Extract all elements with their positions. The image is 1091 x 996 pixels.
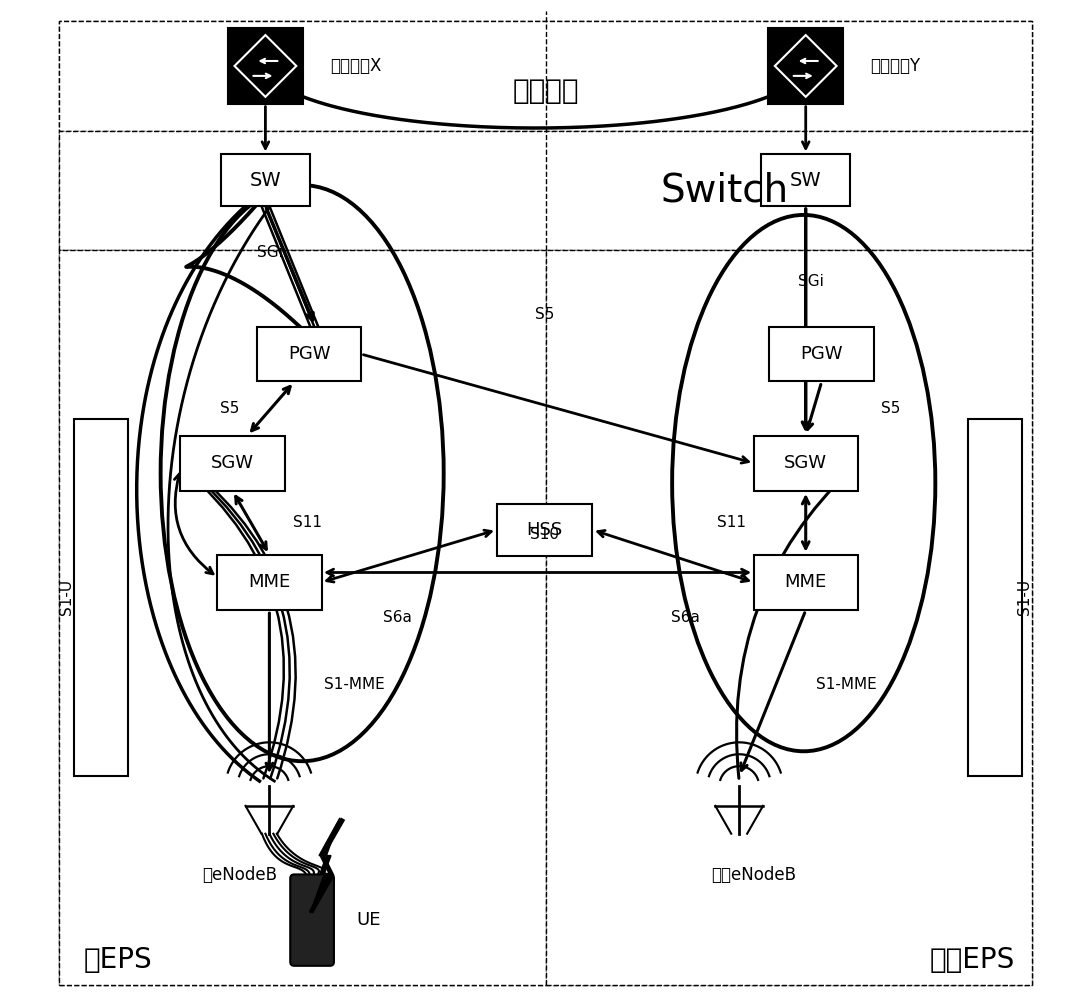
Text: UE: UE <box>357 911 381 929</box>
Bar <box>217 555 322 610</box>
Text: 源eNodeB: 源eNodeB <box>202 867 277 884</box>
Text: SGi: SGi <box>257 245 284 260</box>
Text: SGi: SGi <box>798 275 824 290</box>
Bar <box>775 35 837 97</box>
Text: S11: S11 <box>717 515 746 530</box>
Text: S6a: S6a <box>383 610 411 624</box>
Bar <box>754 436 858 491</box>
Text: 业务系统X: 业务系统X <box>329 57 382 75</box>
Text: S1-MME: S1-MME <box>324 676 385 692</box>
Bar <box>768 28 843 104</box>
Bar <box>497 504 591 556</box>
Text: SW: SW <box>790 170 822 189</box>
Text: 源EPS: 源EPS <box>84 946 153 974</box>
Bar <box>220 154 310 206</box>
Text: SGW: SGW <box>212 454 254 472</box>
Text: MME: MME <box>784 574 827 592</box>
Bar <box>74 418 129 776</box>
Text: SW: SW <box>250 170 281 189</box>
Bar <box>59 130 1032 250</box>
Text: S6a: S6a <box>671 610 699 624</box>
Bar <box>59 250 546 985</box>
Text: S1-U: S1-U <box>1017 580 1032 616</box>
Text: 目标eNodeB: 目标eNodeB <box>711 867 796 884</box>
Text: PGW: PGW <box>801 345 843 363</box>
Text: S11: S11 <box>292 515 322 530</box>
Text: S1-MME: S1-MME <box>816 676 876 692</box>
Bar <box>762 154 850 206</box>
Bar <box>235 35 297 97</box>
Bar <box>228 28 303 104</box>
Text: Switch: Switch <box>660 171 789 209</box>
Text: 业务系统: 业务系统 <box>513 77 578 105</box>
Text: PGW: PGW <box>288 345 331 363</box>
FancyBboxPatch shape <box>290 874 334 966</box>
Text: 目标EPS: 目标EPS <box>930 946 1016 974</box>
Bar <box>754 555 858 610</box>
Text: MME: MME <box>249 574 290 592</box>
Bar <box>257 327 361 381</box>
Bar <box>769 327 874 381</box>
Text: S5: S5 <box>220 401 239 416</box>
Text: S1-U: S1-U <box>59 580 74 616</box>
Polygon shape <box>310 818 340 913</box>
Text: SGW: SGW <box>784 454 827 472</box>
Bar <box>968 418 1022 776</box>
Text: 业务系统Y: 业务系统Y <box>871 57 921 75</box>
Bar <box>180 436 285 491</box>
Text: S10: S10 <box>530 527 559 542</box>
Text: HSS: HSS <box>526 521 563 539</box>
Bar <box>59 21 1032 130</box>
Bar <box>546 250 1032 985</box>
Text: S5: S5 <box>882 401 901 416</box>
Text: S5: S5 <box>535 307 554 322</box>
